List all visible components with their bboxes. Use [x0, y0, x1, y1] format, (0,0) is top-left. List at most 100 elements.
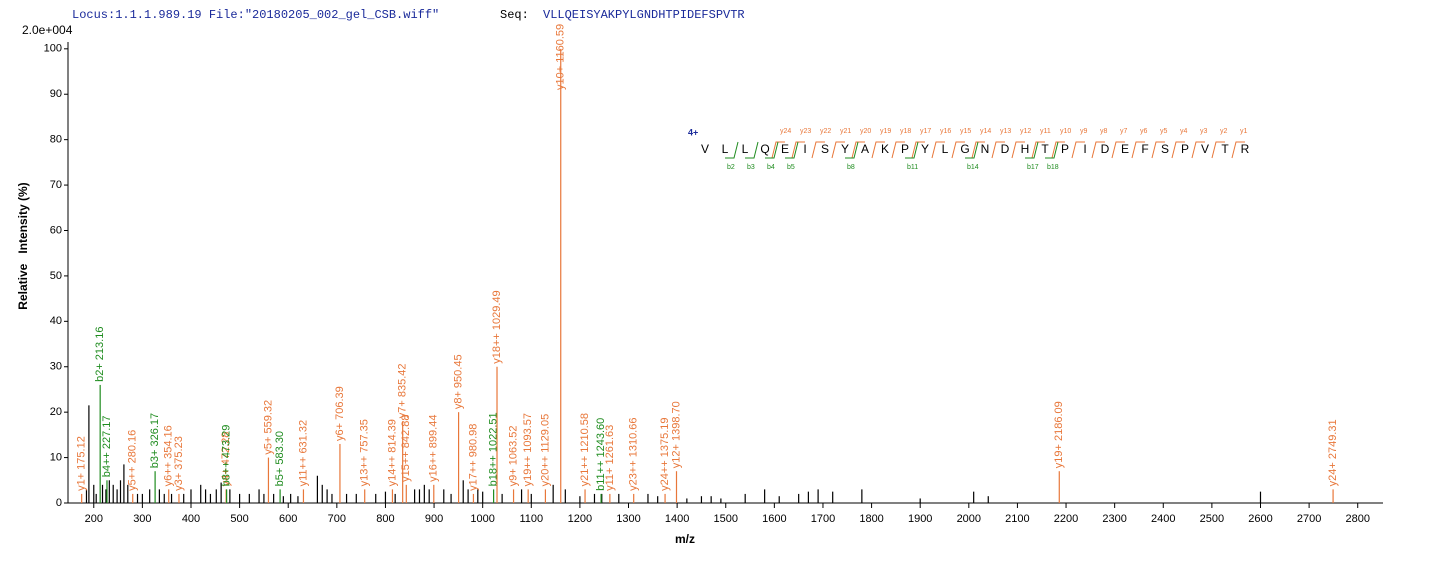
peak-label: b18++ 1022.51 — [488, 412, 500, 486]
residue: K — [881, 142, 889, 156]
residue: Q — [760, 142, 769, 156]
residue: L — [722, 142, 729, 156]
y-ion-mark — [1071, 141, 1085, 159]
y-ion-label: y10 — [1060, 128, 1071, 135]
b-ion-mark — [765, 141, 779, 159]
residue: H — [1021, 142, 1030, 156]
y-tick-label: 10 — [50, 451, 62, 463]
b-ion-label: b11 — [907, 164, 918, 171]
charge-label: 4+ — [688, 127, 698, 137]
y-ion-mark — [1171, 141, 1185, 159]
peak-label: y15++ 842.88 — [400, 415, 412, 482]
y-ion-mark — [1211, 141, 1225, 159]
peak-label: y16++ 899.44 — [428, 415, 440, 482]
x-tick-label: 1300 — [616, 513, 640, 525]
y-tick-label: 40 — [50, 315, 62, 327]
y-ion-label: y13 — [1000, 128, 1011, 135]
y-ion-mark — [1011, 141, 1025, 159]
peak-label: b11++ 1243.60 — [595, 418, 607, 491]
peak-label: y11+ 1261.63 — [604, 425, 616, 491]
x-tick-label: 1900 — [908, 513, 932, 525]
peak-label: y6++ 354.16 — [163, 425, 175, 486]
y-tick-label: 0 — [56, 497, 62, 509]
x-tick-label: 2200 — [1054, 513, 1078, 525]
x-tick-label: 2600 — [1248, 513, 1272, 525]
residue: E — [781, 142, 789, 156]
b-ion-mark — [1045, 141, 1059, 159]
x-tick-label: 900 — [425, 513, 443, 525]
residue: T — [1221, 142, 1229, 156]
b-ion-label: b3 — [747, 164, 755, 171]
y-ion-label: y22 — [820, 128, 831, 135]
peak-label: y5+ 559.32 — [262, 400, 274, 455]
x-tick-label: 500 — [230, 513, 248, 525]
x-tick-label: 1400 — [665, 513, 689, 525]
y-ion-label: y17 — [920, 128, 931, 135]
y-ion-label: y12 — [1020, 128, 1031, 135]
residue: Y — [841, 142, 849, 156]
residue: N — [981, 142, 990, 156]
peak-label: y7+ 835.42 — [397, 363, 409, 418]
x-tick-label: 400 — [182, 513, 200, 525]
peak-label: y4+ 472.28 — [220, 432, 232, 487]
peak-label: b2+ 213.16 — [94, 327, 106, 382]
peak-label: y5++ 280.16 — [127, 430, 139, 491]
y-tick-label: 20 — [50, 406, 62, 418]
y-ion-label: y5 — [1160, 128, 1168, 135]
y-ion-mark — [951, 141, 965, 159]
y-tick-label: 70 — [50, 179, 62, 191]
y-ion-mark — [791, 141, 805, 159]
residue: P — [1061, 142, 1069, 156]
peak-label: y24+ 2749.31 — [1327, 419, 1339, 486]
y-ion-label: y9 — [1080, 128, 1088, 135]
y-ion-label: y14 — [980, 128, 991, 135]
peak-label: y10+ 1160.59 — [555, 24, 567, 90]
peak-label: y13++ 757.35 — [359, 419, 371, 486]
y-ion-mark — [1131, 141, 1145, 159]
b-ion-label: b18 — [1047, 164, 1059, 171]
b-ion-mark — [785, 141, 799, 159]
x-tick-label: 1500 — [714, 513, 738, 525]
y-ion-label: y23 — [800, 128, 811, 135]
b-ion-mark — [965, 141, 979, 159]
x-tick-label: 1800 — [859, 513, 883, 525]
y-ion-label: y24 — [780, 128, 791, 135]
x-tick-label: 2300 — [1102, 513, 1126, 525]
peak-label: b3+ 326.17 — [149, 413, 161, 468]
peak-label: y12+ 1398.70 — [670, 401, 682, 468]
y-ion-label: y3 — [1200, 128, 1208, 135]
b-ion-mark — [745, 141, 759, 159]
b-ion-mark — [725, 141, 739, 159]
b-ion-label: b2 — [727, 164, 735, 171]
b-ion-label: b5 — [787, 164, 795, 171]
y-ion-label: y21 — [840, 128, 851, 135]
peak-label: y9+ 1063.52 — [507, 425, 519, 486]
peak-label: y3+ 375.23 — [173, 436, 185, 491]
residue: R — [1241, 142, 1250, 156]
y-ion-label: y15 — [960, 128, 971, 135]
peak-label: y23++ 1310.66 — [628, 418, 640, 491]
y-tick-label: 30 — [50, 361, 62, 373]
peak-label: y20++ 1129.05 — [539, 414, 551, 487]
peak-label: b5+ 583.30 — [274, 431, 286, 486]
y-ion-mark — [871, 141, 885, 159]
b-ion-label: b4 — [767, 164, 775, 171]
y-ion-label: y2 — [1220, 128, 1228, 135]
header: Locus:1.1.1.989.19 File:"20180205_002_ge… — [72, 8, 439, 22]
b-ion-label: b8 — [847, 164, 855, 171]
peak-label: y18++ 1029.49 — [491, 290, 503, 363]
peak-label: y19++ 1093.57 — [522, 413, 534, 486]
residue: I — [803, 142, 806, 156]
x-tick-label: 700 — [328, 513, 346, 525]
x-tick-label: 600 — [279, 513, 297, 525]
x-axis-title: m/z — [675, 532, 695, 546]
y-ion-label: y18 — [900, 128, 911, 135]
residue: E — [1121, 142, 1129, 156]
residue: T — [1041, 142, 1049, 156]
residue: A — [861, 142, 869, 156]
residue: P — [1181, 142, 1189, 156]
y-ion-mark — [1191, 141, 1205, 159]
peak-label: y14++ 814.39 — [386, 419, 398, 486]
y-ion-mark — [1091, 141, 1105, 159]
y-ion-label: y20 — [860, 128, 871, 135]
